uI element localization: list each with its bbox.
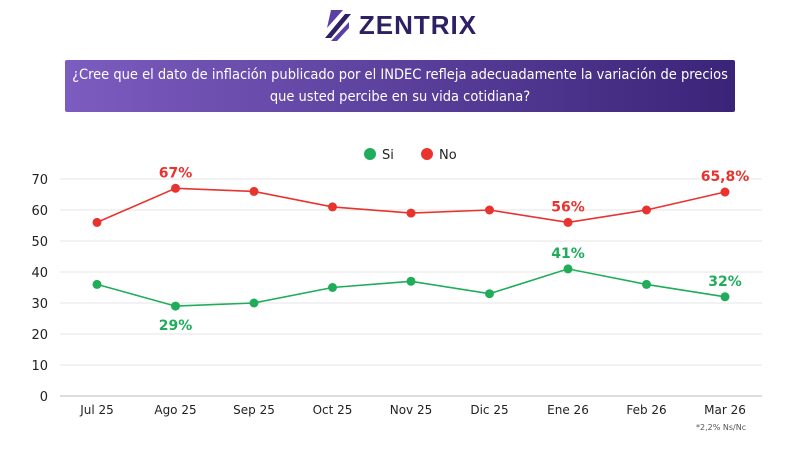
series-line-si <box>96 268 726 307</box>
x-tick-label: Dic 25 <box>470 403 508 417</box>
legend-marker-no <box>421 148 433 160</box>
data-point-no <box>720 187 730 197</box>
data-label-no: 56% <box>551 199 585 215</box>
x-tick-label: Ago 25 <box>154 403 196 417</box>
data-point-no <box>328 202 337 212</box>
data-label-si: 41% <box>551 246 585 262</box>
zentrix-logo-icon <box>324 10 351 41</box>
data-point-si <box>642 279 651 289</box>
question-banner: ¿Cree que el dato de inflación publicado… <box>65 60 735 112</box>
data-label-si: 29% <box>159 318 193 334</box>
logo: ZENTRIX <box>0 8 800 42</box>
data-point-si <box>171 301 180 311</box>
data-point-no <box>563 217 573 227</box>
legend-marker-si <box>364 148 376 160</box>
x-tick-label: Nov 25 <box>390 403 433 417</box>
x-tick-label: Jul 25 <box>79 403 114 417</box>
legend-label-no: No <box>439 148 457 163</box>
data-point-si <box>249 298 259 308</box>
logo-text: ZENTRIX <box>358 9 478 40</box>
data-point-si <box>328 283 337 292</box>
y-tick-label: 30 <box>31 297 48 312</box>
data-point-no <box>642 205 651 215</box>
y-tick-label: 0 <box>40 390 48 405</box>
data-point-no <box>171 183 180 193</box>
data-point-no <box>485 205 494 215</box>
data-label-si: 32% <box>708 274 742 290</box>
data-point-no <box>249 186 259 196</box>
x-tick-label: Feb 26 <box>626 403 666 417</box>
question-line-1: ¿Cree que el dato de inflación publicado… <box>72 67 728 83</box>
y-tick-label: 60 <box>31 204 48 219</box>
y-tick-label: 40 <box>31 266 48 281</box>
x-tick-label: Sep 25 <box>233 403 275 417</box>
data-point-si <box>406 276 416 286</box>
y-tick-label: 10 <box>31 359 48 374</box>
y-tick-label: 50 <box>31 235 48 250</box>
x-tick-label: Ene 26 <box>547 403 589 417</box>
y-tick-label: 20 <box>31 328 48 343</box>
data-label-no: 65,8% <box>701 169 750 185</box>
data-point-si <box>92 279 102 289</box>
legend-label-si: Si <box>382 148 394 163</box>
data-point-si <box>720 292 730 302</box>
footnote: *2,2% Ns/Nc <box>696 423 747 432</box>
data-point-si <box>485 289 494 299</box>
x-tick-label: Oct 25 <box>313 403 353 417</box>
data-label-no: 67% <box>159 165 193 181</box>
data-point-si <box>563 264 573 274</box>
question-line-2: que usted percibe en su vida cotidiana? <box>269 89 531 105</box>
y-tick-label: 70 <box>31 173 48 188</box>
data-point-no <box>92 217 102 227</box>
data-point-no <box>406 208 416 218</box>
x-tick-label: Mar 26 <box>704 403 746 417</box>
